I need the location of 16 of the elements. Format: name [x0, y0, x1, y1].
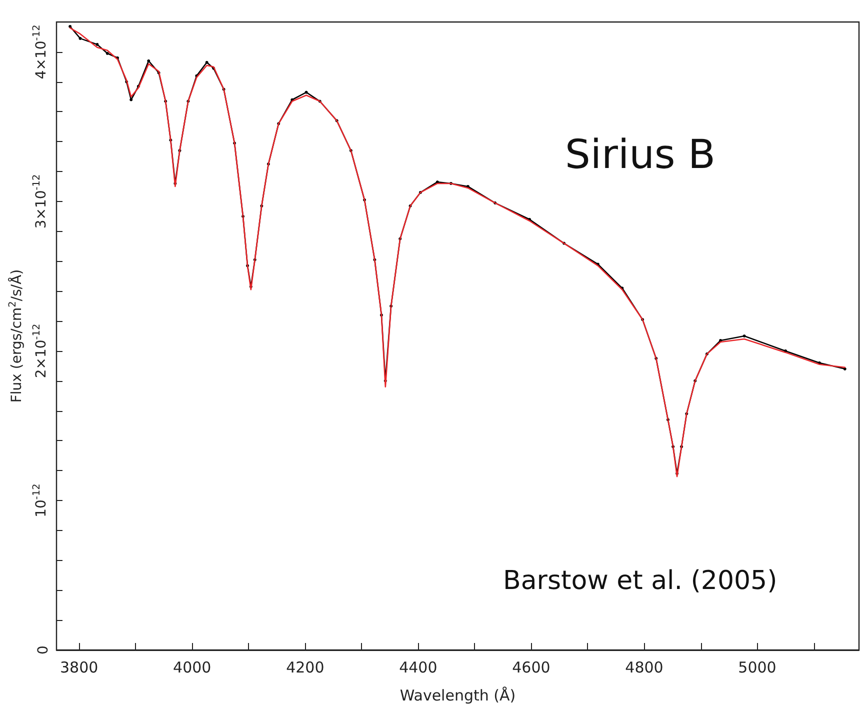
y-axis-title: Flux (ergs/cm2/s/Å) — [8, 269, 26, 403]
x-tick-label: 4200 — [286, 658, 324, 676]
annotation: Barstow et al. (2005) — [503, 566, 778, 596]
y-tick-label: 0 — [36, 646, 52, 654]
x-tick-label: 3800 — [60, 658, 98, 676]
x-tick-label: 4800 — [625, 658, 664, 676]
x-tick-label: 4600 — [512, 658, 550, 676]
y-tick-label: 10-12 — [32, 484, 50, 518]
x-tick-label: 5000 — [738, 658, 776, 676]
y-tick-label: 4×10-12 — [32, 24, 50, 80]
x-tick-label: 4400 — [399, 658, 438, 676]
annotation: Sirius B — [565, 132, 716, 178]
y-tick-label: 2×10-12 — [32, 324, 50, 378]
x-tick-label: 4000 — [173, 658, 212, 676]
x-axis-title: Wavelength (Å) — [400, 686, 516, 704]
y-tick-label: 3×10-12 — [32, 174, 50, 229]
